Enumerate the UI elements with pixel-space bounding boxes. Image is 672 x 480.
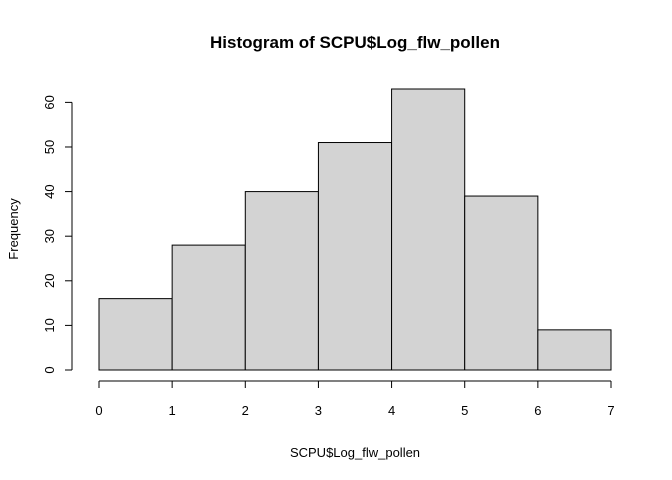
- y-tick-label-4: 40: [42, 184, 57, 198]
- x-axis-label: SCPU$Log_flw_pollen: [290, 445, 420, 460]
- x-tick-label-6: 6: [534, 403, 541, 418]
- x-tick-label-0: 0: [95, 403, 102, 418]
- y-tick-label-1: 10: [42, 318, 57, 332]
- histogram-bar-2: [244, 191, 319, 371]
- y-axis-ticks: 0 10 20 30 40 50 60: [42, 95, 72, 374]
- histogram-bar-4: [391, 88, 466, 371]
- histogram-bar-0: [98, 298, 173, 371]
- histogram-bar-1: [171, 244, 246, 371]
- y-axis-label: Frequency: [6, 198, 21, 260]
- histogram-bar-3: [317, 142, 393, 371]
- x-axis-ticks: 0 1 2 3 4 5 6 7: [95, 381, 615, 418]
- y-tick-label-6: 60: [42, 95, 57, 109]
- x-tick-label-3: 3: [315, 403, 322, 418]
- x-tick-label-2: 2: [242, 403, 249, 418]
- y-tick-label-0: 0: [42, 366, 57, 373]
- y-tick-label-5: 50: [42, 140, 57, 154]
- x-tick-label-4: 4: [388, 403, 395, 418]
- x-tick-label-7: 7: [607, 403, 614, 418]
- histogram-bar-6: [537, 329, 612, 371]
- x-tick-label-1: 1: [169, 403, 176, 418]
- y-tick-label-2: 20: [42, 274, 57, 288]
- chart-title: Histogram of SCPU$Log_flw_pollen: [210, 33, 500, 52]
- bars-group: [98, 88, 612, 371]
- y-tick-label-3: 30: [42, 229, 57, 243]
- x-tick-label-5: 5: [461, 403, 468, 418]
- histogram-bar-5: [464, 195, 539, 371]
